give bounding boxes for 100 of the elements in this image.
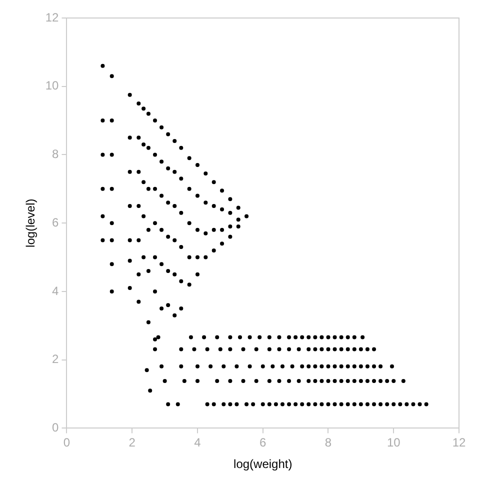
- point: [179, 347, 184, 352]
- point: [287, 347, 292, 352]
- point: [290, 364, 294, 368]
- x-axis-title: log(weight): [234, 457, 292, 472]
- point: [385, 379, 390, 384]
- point: [192, 347, 196, 352]
- point: [228, 402, 232, 406]
- point: [346, 335, 350, 340]
- point: [398, 402, 402, 406]
- point: [313, 379, 318, 384]
- point: [339, 402, 344, 406]
- y-tick-label: 4: [52, 284, 60, 298]
- point: [179, 364, 184, 368]
- point: [339, 364, 344, 368]
- point: [196, 364, 200, 368]
- point: [296, 379, 301, 384]
- point: [234, 364, 239, 368]
- point: [332, 364, 337, 368]
- point: [372, 347, 376, 352]
- point: [300, 402, 304, 406]
- point: [346, 379, 350, 384]
- point: [358, 379, 363, 384]
- point: [339, 347, 344, 352]
- point: [346, 402, 350, 406]
- point: [378, 402, 383, 406]
- point: [378, 379, 383, 384]
- point: [411, 402, 416, 406]
- x-tick-label: 0: [63, 436, 70, 450]
- point: [339, 379, 344, 384]
- point: [306, 364, 311, 368]
- point: [326, 347, 330, 352]
- point: [228, 335, 232, 340]
- x-tick-label: 8: [324, 436, 332, 450]
- point: [162, 379, 167, 384]
- point: [352, 379, 356, 384]
- point: [365, 364, 370, 368]
- point: [258, 335, 262, 340]
- point: [306, 347, 311, 352]
- point: [241, 347, 246, 352]
- point: [215, 379, 220, 384]
- point: [320, 347, 324, 352]
- y-tick-label: 10: [45, 78, 60, 93]
- point: [205, 402, 210, 406]
- point: [352, 335, 356, 340]
- point: [332, 379, 337, 384]
- point: [378, 364, 383, 368]
- point: [332, 335, 337, 340]
- point: [205, 347, 210, 352]
- point: [156, 335, 160, 340]
- x-tick-label: 4: [194, 436, 202, 450]
- point: [365, 379, 370, 384]
- point: [277, 347, 282, 352]
- point: [267, 335, 272, 340]
- point: [326, 379, 330, 384]
- point: [254, 347, 258, 352]
- point: [277, 335, 282, 340]
- point: [365, 347, 370, 352]
- point: [287, 335, 292, 340]
- x-tick-label: 6: [260, 436, 267, 450]
- point: [320, 402, 324, 406]
- point: [365, 402, 370, 406]
- point: [306, 335, 311, 340]
- point: [182, 379, 186, 384]
- x-tick-label: 10: [386, 436, 401, 450]
- point: [176, 402, 180, 406]
- point: [296, 347, 301, 352]
- point: [358, 347, 363, 352]
- point: [160, 364, 164, 368]
- point: [280, 364, 284, 368]
- y-tick-label: 8: [52, 147, 60, 162]
- point: [313, 335, 318, 340]
- point: [346, 364, 350, 368]
- point: [326, 335, 330, 340]
- point: [372, 364, 376, 368]
- point: [166, 402, 170, 406]
- point: [188, 335, 193, 340]
- point: [238, 335, 242, 340]
- x-tick-label: 12: [452, 436, 466, 450]
- point: [404, 402, 409, 406]
- y-tick-label: 6: [52, 215, 60, 230]
- point: [287, 402, 292, 406]
- point: [222, 402, 226, 406]
- point: [274, 402, 278, 406]
- point: [287, 379, 292, 384]
- point: [306, 379, 311, 384]
- point: [222, 364, 226, 368]
- point: [218, 347, 222, 352]
- point: [390, 364, 394, 368]
- x-tick-label: 2: [128, 436, 136, 450]
- point: [401, 379, 406, 384]
- point: [352, 402, 356, 406]
- point: [208, 364, 213, 368]
- point: [320, 379, 324, 384]
- point: [248, 335, 252, 340]
- y-axis-title: log(level): [24, 198, 38, 248]
- point: [260, 364, 265, 368]
- point: [372, 402, 376, 406]
- point: [294, 402, 298, 406]
- point: [277, 379, 282, 384]
- point: [339, 335, 344, 340]
